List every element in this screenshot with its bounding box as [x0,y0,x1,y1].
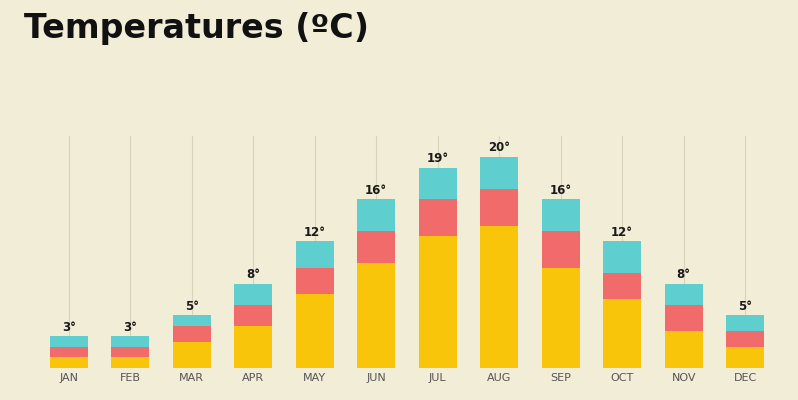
Bar [480,226,518,368]
Bar [49,347,88,358]
Bar [296,242,334,268]
Bar [480,189,518,226]
Bar [419,199,456,236]
Bar [234,284,272,305]
Bar [542,231,580,268]
Bar [480,157,518,189]
Text: 12°: 12° [611,226,633,239]
Bar [419,236,456,368]
Bar [665,284,703,305]
Bar [296,268,334,294]
Text: 3°: 3° [124,321,137,334]
Bar [111,358,149,368]
Bar [111,347,149,358]
Bar [172,326,211,342]
Text: 8°: 8° [677,268,690,281]
Bar [172,342,211,368]
Text: 19°: 19° [427,152,448,165]
Text: Temperatures (ºC): Temperatures (ºC) [24,12,369,45]
Bar [358,262,395,368]
Bar [726,331,764,347]
Bar [49,336,88,347]
Bar [358,199,395,231]
Bar [603,273,642,300]
Bar [49,358,88,368]
Bar [603,300,642,368]
Bar [726,347,764,368]
Text: 16°: 16° [550,184,571,197]
Bar [665,305,703,331]
Text: 20°: 20° [488,142,510,154]
Bar [542,268,580,368]
Bar [665,331,703,368]
Bar [542,199,580,231]
Bar [234,326,272,368]
Bar [419,168,456,199]
Bar [296,294,334,368]
Text: 5°: 5° [738,300,753,313]
Text: 5°: 5° [185,300,199,313]
Bar [234,305,272,326]
Bar [358,231,395,262]
Bar [603,242,642,273]
Bar [726,315,764,331]
Bar [111,336,149,347]
Text: 3°: 3° [62,321,76,334]
Bar [172,315,211,326]
Text: 8°: 8° [247,268,260,281]
Text: 16°: 16° [365,184,387,197]
Text: 12°: 12° [304,226,326,239]
